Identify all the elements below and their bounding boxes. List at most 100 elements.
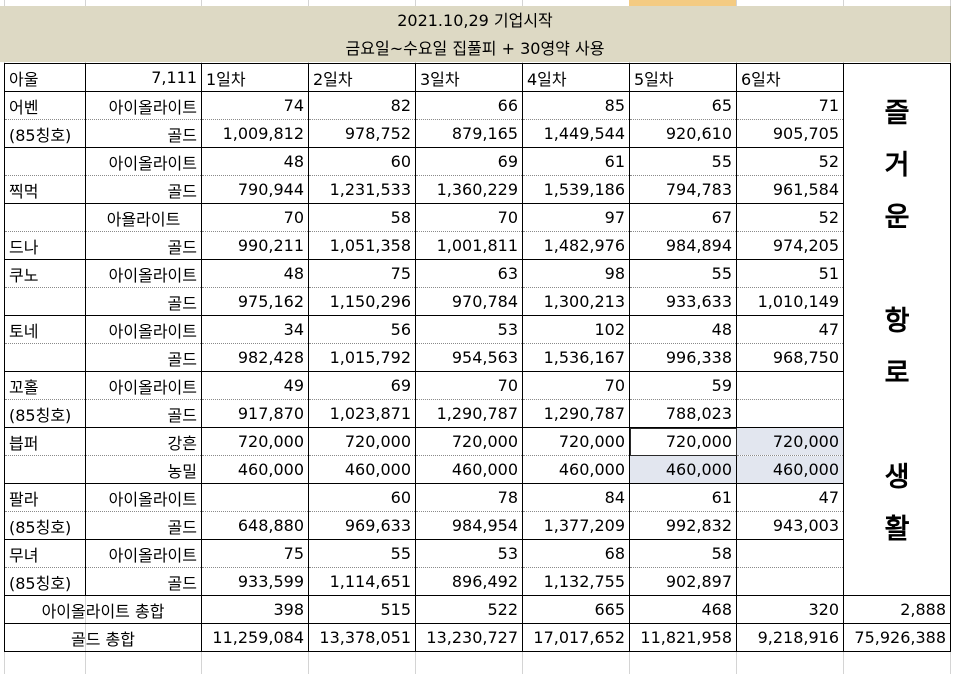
item-label-cell[interactable]: 골드 <box>85 231 202 260</box>
value-cell[interactable]: 84 <box>522 483 630 512</box>
day-header-cell[interactable]: 1일차 <box>201 63 309 92</box>
grand-total-cell[interactable]: 75,926,388 <box>843 623 951 652</box>
value-cell[interactable]: 720,000 <box>629 427 737 456</box>
value-cell[interactable]: 97 <box>522 203 630 232</box>
value-cell[interactable]: 52 <box>736 203 844 232</box>
value-cell[interactable]: 648,880 <box>201 511 309 540</box>
value-cell[interactable]: 47 <box>736 315 844 344</box>
character-name-cell[interactable]: 토네 <box>4 315 86 344</box>
value-cell[interactable]: 1,539,186 <box>522 175 630 204</box>
value-cell[interactable]: 790,944 <box>201 175 309 204</box>
item-label-cell[interactable]: 강흔 <box>85 427 202 456</box>
value-cell[interactable]: 85 <box>522 91 630 120</box>
total-value-cell[interactable]: 515 <box>308 595 416 624</box>
value-cell[interactable] <box>201 483 309 512</box>
value-cell[interactable]: 67 <box>629 203 737 232</box>
value-cell[interactable]: 1,360,229 <box>415 175 523 204</box>
value-cell[interactable]: 879,165 <box>415 119 523 148</box>
value-cell[interactable]: 1,150,296 <box>308 287 416 316</box>
value-cell[interactable]: 1,132,755 <box>522 567 630 596</box>
value-cell[interactable]: 1,377,209 <box>522 511 630 540</box>
item-label-cell[interactable]: 아이올라이트 <box>85 91 202 120</box>
value-cell[interactable]: 720,000 <box>308 427 416 456</box>
value-cell[interactable]: 968,750 <box>736 343 844 372</box>
item-label-cell[interactable]: 아이올라이트 <box>85 483 202 512</box>
totals-label-cell[interactable]: 골드 총합 <box>4 623 202 652</box>
character-name-cell[interactable]: (85칭호) <box>4 119 86 148</box>
value-cell[interactable]: 978,752 <box>308 119 416 148</box>
value-cell[interactable]: 102 <box>522 315 630 344</box>
value-cell[interactable]: 61 <box>629 483 737 512</box>
value-cell[interactable]: 720,000 <box>736 427 844 456</box>
value-cell[interactable]: 969,633 <box>308 511 416 540</box>
value-cell[interactable]: 992,832 <box>629 511 737 540</box>
value-cell[interactable]: 48 <box>201 147 309 176</box>
value-cell[interactable]: 460,000 <box>201 455 309 484</box>
value-cell[interactable]: 66 <box>415 91 523 120</box>
item-label-cell[interactable]: 아이올라이트 <box>85 147 202 176</box>
value-cell[interactable]: 60 <box>308 147 416 176</box>
value-cell[interactable]: 460,000 <box>629 455 737 484</box>
title-header[interactable]: 2021.10,29 기업시작 금요일~수요일 집풀피 + 30영약 사용 <box>0 6 951 62</box>
total-value-cell[interactable]: 11,259,084 <box>201 623 309 652</box>
value-cell[interactable]: 460,000 <box>522 455 630 484</box>
cell-owl-name[interactable]: 아울 <box>4 63 86 92</box>
value-cell[interactable]: 896,492 <box>415 567 523 596</box>
character-name-cell[interactable]: (85칭호) <box>4 567 86 596</box>
value-cell[interactable]: 954,563 <box>415 343 523 372</box>
value-cell[interactable]: 74 <box>201 91 309 120</box>
total-value-cell[interactable]: 13,378,051 <box>308 623 416 652</box>
value-cell[interactable]: 98 <box>522 259 630 288</box>
character-name-cell[interactable] <box>4 287 86 316</box>
character-name-cell[interactable]: 찍먹 <box>4 175 86 204</box>
value-cell[interactable]: 984,894 <box>629 231 737 260</box>
value-cell[interactable]: 49 <box>201 371 309 400</box>
value-cell[interactable]: 990,211 <box>201 231 309 260</box>
character-name-cell[interactable]: 팔라 <box>4 483 86 512</box>
totals-label-cell[interactable]: 아이올라이트 총합 <box>4 595 202 624</box>
value-cell[interactable]: 60 <box>308 483 416 512</box>
value-cell[interactable]: 48 <box>629 315 737 344</box>
value-cell[interactable]: 53 <box>415 539 523 568</box>
day-header-cell[interactable]: 5일차 <box>629 63 737 92</box>
value-cell[interactable]: 69 <box>415 147 523 176</box>
value-cell[interactable]: 68 <box>522 539 630 568</box>
item-label-cell[interactable]: 골드 <box>85 287 202 316</box>
value-cell[interactable]: 51 <box>736 259 844 288</box>
value-cell[interactable]: 56 <box>308 315 416 344</box>
value-cell[interactable]: 70 <box>415 371 523 400</box>
character-name-cell[interactable]: 븝퍼 <box>4 427 86 456</box>
value-cell[interactable]: 1,536,167 <box>522 343 630 372</box>
value-cell[interactable]: 52 <box>736 147 844 176</box>
value-cell[interactable]: 55 <box>629 259 737 288</box>
value-cell[interactable]: 59 <box>629 371 737 400</box>
value-cell[interactable]: 1,290,787 <box>522 399 630 428</box>
total-value-cell[interactable]: 17,017,652 <box>522 623 630 652</box>
value-cell[interactable]: 933,599 <box>201 567 309 596</box>
value-cell[interactable]: 78 <box>415 483 523 512</box>
value-cell[interactable]: 55 <box>629 147 737 176</box>
value-cell[interactable]: 75 <box>308 259 416 288</box>
item-label-cell[interactable]: 골드 <box>85 119 202 148</box>
item-label-cell[interactable]: 아이올라이트 <box>85 259 202 288</box>
value-cell[interactable]: 970,784 <box>415 287 523 316</box>
value-cell[interactable]: 1,023,871 <box>308 399 416 428</box>
value-cell[interactable]: 982,428 <box>201 343 309 372</box>
value-cell[interactable]: 48 <box>201 259 309 288</box>
character-name-cell[interactable]: 꼬홀 <box>4 371 86 400</box>
value-cell[interactable] <box>736 399 844 428</box>
character-name-cell[interactable]: (85칭호) <box>4 511 86 540</box>
item-label-cell[interactable]: 골드 <box>85 399 202 428</box>
value-cell[interactable] <box>736 371 844 400</box>
value-cell[interactable]: 1,001,811 <box>415 231 523 260</box>
character-name-cell[interactable] <box>4 343 86 372</box>
value-cell[interactable]: 1,114,651 <box>308 567 416 596</box>
value-cell[interactable]: 47 <box>736 483 844 512</box>
item-label-cell[interactable]: 골드 <box>85 511 202 540</box>
value-cell[interactable]: 917,870 <box>201 399 309 428</box>
value-cell[interactable]: 720,000 <box>522 427 630 456</box>
value-cell[interactable]: 902,897 <box>629 567 737 596</box>
value-cell[interactable]: 58 <box>629 539 737 568</box>
total-value-cell[interactable]: 9,218,916 <box>736 623 844 652</box>
value-cell[interactable]: 1,010,149 <box>736 287 844 316</box>
